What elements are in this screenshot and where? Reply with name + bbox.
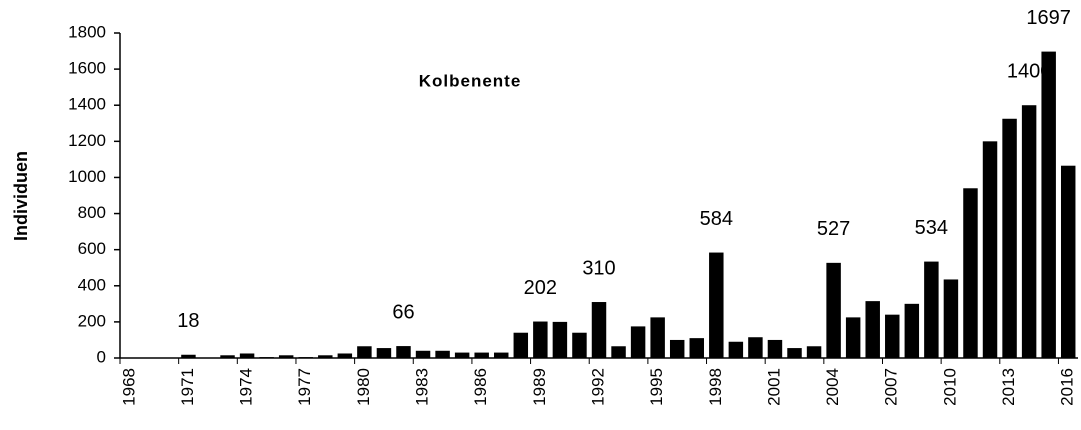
bar	[396, 346, 411, 358]
bar	[239, 353, 255, 358]
x-tick-label: 1986	[471, 368, 490, 406]
value-label: 1697	[1026, 7, 1071, 29]
bar	[572, 332, 587, 358]
x-tick-label: 1974	[237, 368, 256, 406]
y-tick-label: 600	[78, 239, 106, 258]
bar	[591, 302, 607, 358]
y-tick-label: 1200	[68, 131, 106, 150]
y-tick-label: 1400	[68, 95, 106, 114]
value-label: 534	[915, 217, 948, 239]
y-tick-label: 1800	[68, 22, 106, 41]
value-label: 584	[700, 208, 733, 230]
bar	[982, 141, 998, 358]
x-tick-label: 1983	[413, 368, 432, 406]
bar	[924, 261, 939, 358]
bar	[826, 262, 841, 358]
bar	[845, 317, 861, 358]
bar	[689, 338, 704, 358]
bar	[298, 357, 313, 358]
x-tick-label: 1989	[530, 368, 549, 406]
bar	[963, 188, 978, 358]
y-tick-label: 0	[97, 347, 106, 366]
bar	[1021, 105, 1037, 358]
value-label: 1400	[1007, 61, 1052, 83]
x-tick-label: 2004	[823, 368, 842, 406]
bar	[1002, 118, 1017, 358]
bar	[357, 346, 372, 358]
x-tick-label: 2013	[999, 368, 1018, 406]
bar	[806, 346, 822, 358]
bar	[552, 321, 568, 358]
y-tick-label: 400	[78, 275, 106, 294]
x-tick-label: 1992	[588, 368, 607, 406]
x-tick-label: 1977	[295, 368, 314, 406]
bar	[318, 355, 333, 358]
x-tick-label: 1998	[706, 368, 725, 406]
x-tick-label: 2016	[1058, 368, 1077, 406]
bar	[454, 352, 470, 358]
x-tick-label: 2010	[940, 368, 959, 406]
bar	[709, 252, 724, 358]
bar	[181, 354, 196, 358]
bar	[533, 321, 548, 358]
bar	[767, 339, 783, 358]
x-tick-label: 2007	[882, 368, 901, 406]
bar	[1041, 51, 1056, 358]
y-axis-label: Individuen	[11, 151, 31, 241]
bar	[513, 332, 529, 358]
bar	[278, 355, 294, 358]
bar	[728, 341, 744, 358]
x-tick-label: 2001	[764, 368, 783, 406]
value-label: 310	[582, 257, 615, 279]
y-tick-label: 800	[78, 203, 106, 222]
bar	[435, 350, 450, 358]
bar	[748, 337, 763, 358]
y-tick-label: 1000	[68, 167, 106, 186]
bar	[1060, 165, 1076, 358]
bar	[337, 353, 353, 358]
bar	[885, 314, 900, 358]
y-tick-label: 1600	[68, 59, 106, 78]
bar	[415, 350, 431, 358]
bar	[904, 303, 920, 358]
x-tick-label: 1968	[119, 368, 138, 406]
x-tick-label: 1980	[354, 368, 373, 406]
bar	[943, 279, 959, 358]
bar	[611, 346, 626, 358]
bar	[474, 352, 489, 358]
bar	[376, 348, 392, 358]
bar	[865, 301, 880, 358]
value-label: 66	[392, 301, 414, 323]
value-label: 202	[524, 277, 557, 299]
bar	[650, 317, 665, 358]
bar	[630, 326, 646, 358]
y-tick-label: 200	[78, 311, 106, 330]
x-tick-label: 1995	[647, 368, 666, 406]
value-label: 18	[177, 310, 199, 332]
bar	[787, 348, 802, 358]
bar	[669, 339, 685, 358]
bar	[220, 355, 235, 358]
x-tick-label: 1971	[178, 368, 197, 406]
bar	[259, 357, 274, 358]
value-label: 527	[817, 218, 850, 240]
chart-title: Kolbenente	[419, 71, 522, 90]
bar	[494, 352, 509, 358]
